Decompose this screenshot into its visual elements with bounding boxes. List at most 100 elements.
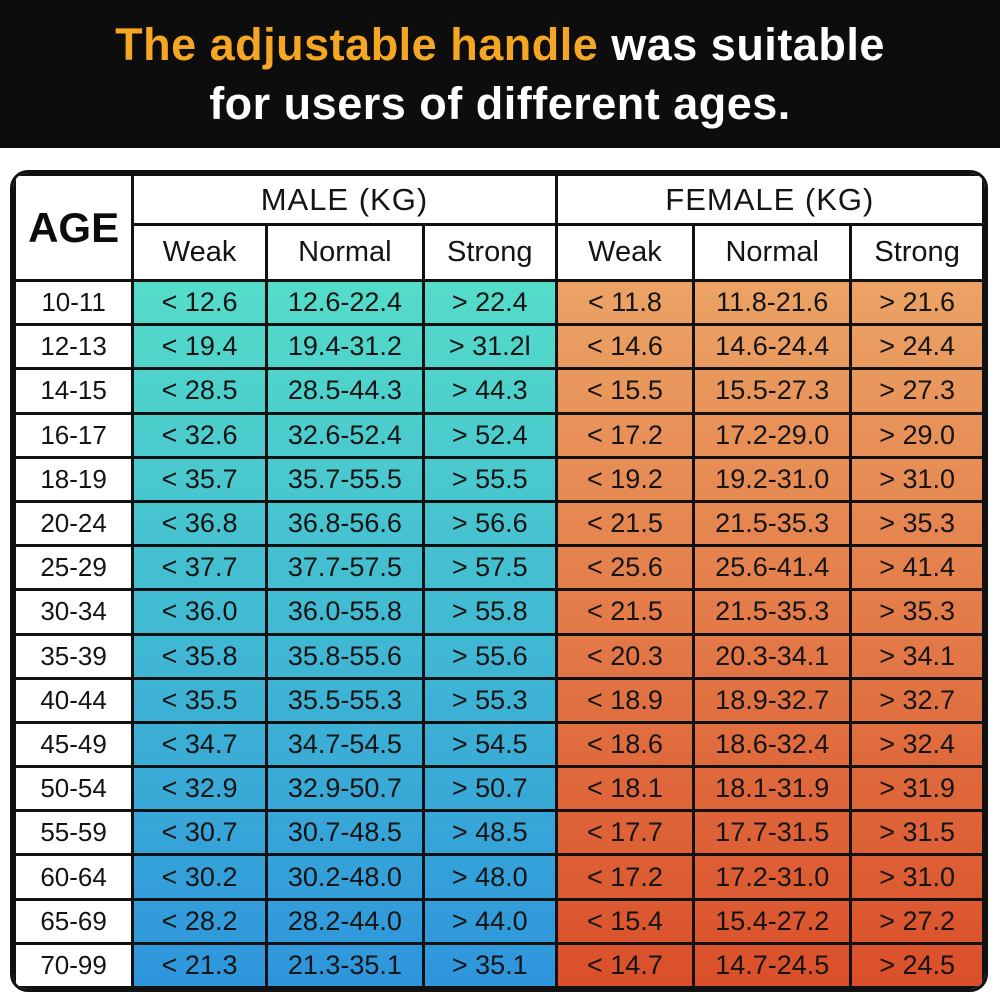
female-strong-cell: > 31.5 bbox=[849, 809, 985, 857]
male-weak-cell: < 35.5 bbox=[131, 676, 268, 724]
female-normal-cell: 21.5-35.3 bbox=[692, 499, 853, 548]
age-cell: 12-13 bbox=[13, 323, 135, 371]
male-normal-cell: 35.5-55.3 bbox=[264, 676, 425, 724]
age-cell: 14-15 bbox=[13, 367, 135, 415]
male-weak-cell: < 34.7 bbox=[131, 720, 268, 769]
male-strong-cell: > 55.5 bbox=[421, 455, 558, 503]
table-row: 14-15 < 28.5 28.5-44.3 > 44.3 < 15.5 15.… bbox=[13, 367, 985, 415]
male-normal-cell: 37.7-57.5 bbox=[264, 544, 425, 592]
female-strong-cell: > 34.1 bbox=[849, 632, 985, 680]
table-row: 12-13 < 19.4 19.4-31.2 > 31.2l < 14.6 14… bbox=[13, 323, 985, 371]
male-strong-cell: > 48.5 bbox=[421, 809, 558, 857]
age-cell: 30-34 bbox=[13, 588, 135, 636]
age-cell: 16-17 bbox=[13, 411, 135, 459]
female-weak-cell: < 14.6 bbox=[554, 323, 696, 371]
table-row: 55-59 < 30.7 30.7-48.5 > 48.5 < 17.7 17.… bbox=[13, 809, 985, 857]
female-normal-header: Normal bbox=[692, 223, 853, 282]
age-cell: 40-44 bbox=[13, 676, 135, 724]
male-strong-cell: > 55.3 bbox=[421, 676, 558, 724]
female-normal-cell: 18.1-31.9 bbox=[692, 765, 853, 813]
female-strong-cell: > 29.0 bbox=[849, 411, 985, 459]
male-strong-cell: > 57.5 bbox=[421, 544, 558, 592]
male-weak-cell: < 32.6 bbox=[131, 411, 268, 459]
age-column-header: AGE bbox=[13, 173, 135, 282]
table-row: 70-99 < 21.3 21.3-35.1 > 35.1 < 14.7 14.… bbox=[13, 941, 985, 989]
female-strong-cell: > 35.3 bbox=[849, 499, 985, 548]
male-weak-cell: < 12.6 bbox=[131, 278, 268, 327]
male-normal-cell: 35.7-55.5 bbox=[264, 455, 425, 503]
female-normal-cell: 17.2-31.0 bbox=[692, 853, 853, 901]
female-strong-cell: > 24.4 bbox=[849, 323, 985, 371]
female-normal-cell: 17.7-31.5 bbox=[692, 809, 853, 857]
group-header-row: AGE MALE (KG) FEMALE (KG) bbox=[13, 173, 985, 282]
female-normal-cell: 20.3-34.1 bbox=[692, 632, 853, 680]
female-weak-cell: < 18.6 bbox=[554, 720, 696, 769]
female-strong-cell: > 27.2 bbox=[849, 897, 985, 945]
female-normal-cell: 21.5-35.3 bbox=[692, 588, 853, 636]
title-banner: The adjustable handle was suitable for u… bbox=[0, 0, 1000, 148]
male-normal-cell: 12.6-22.4 bbox=[264, 278, 425, 327]
male-strong-cell: > 54.5 bbox=[421, 720, 558, 769]
table-row: 50-54 < 32.9 32.9-50.7 > 50.7 < 18.1 18.… bbox=[13, 765, 985, 813]
female-normal-cell: 25.6-41.4 bbox=[692, 544, 853, 592]
table-body: 10-11 < 12.6 12.6-22.4 > 22.4 < 11.8 11.… bbox=[13, 278, 985, 989]
age-cell: 55-59 bbox=[13, 809, 135, 857]
table-row: 25-29 < 37.7 37.7-57.5 > 57.5 < 25.6 25.… bbox=[13, 544, 985, 592]
male-weak-cell: < 30.7 bbox=[131, 809, 268, 857]
female-strong-cell: > 31.0 bbox=[849, 455, 985, 503]
male-strong-cell: > 22.4 bbox=[421, 278, 558, 327]
age-cell: 25-29 bbox=[13, 544, 135, 592]
male-strong-cell: > 55.6 bbox=[421, 632, 558, 680]
table-row: 30-34 < 36.0 36.0-55.8 > 55.8 < 21.5 21.… bbox=[13, 588, 985, 636]
sub-header-row: Weak Normal Strong Weak Normal Strong bbox=[15, 223, 985, 282]
male-strong-cell: > 31.2l bbox=[421, 323, 558, 371]
female-strong-cell: > 31.9 bbox=[849, 765, 985, 813]
male-weak-cell: < 36.8 bbox=[131, 499, 268, 548]
title-highlight: The adjustable handle bbox=[115, 18, 599, 70]
female-strong-cell: > 41.4 bbox=[849, 544, 985, 592]
male-normal-cell: 36.8-56.6 bbox=[264, 499, 425, 548]
male-weak-cell: < 37.7 bbox=[131, 544, 268, 592]
female-weak-cell: < 18.1 bbox=[554, 765, 696, 813]
male-strong-cell: > 44.3 bbox=[421, 367, 558, 415]
male-normal-cell: 28.5-44.3 bbox=[264, 367, 425, 415]
male-strong-cell: > 50.7 bbox=[421, 765, 558, 813]
male-weak-cell: < 28.5 bbox=[131, 367, 268, 415]
female-normal-cell: 14.7-24.5 bbox=[692, 941, 853, 989]
female-weak-cell: < 17.2 bbox=[554, 853, 696, 901]
age-cell: 35-39 bbox=[13, 632, 135, 680]
female-weak-cell: < 18.9 bbox=[554, 676, 696, 724]
male-strong-cell: > 35.1 bbox=[421, 941, 558, 989]
male-strong-cell: > 55.8 bbox=[421, 588, 558, 636]
male-weak-cell: < 28.2 bbox=[131, 897, 268, 945]
age-cell: 70-99 bbox=[13, 941, 135, 989]
female-weak-cell: < 15.5 bbox=[554, 367, 696, 415]
male-weak-cell: < 35.8 bbox=[131, 632, 268, 680]
female-strong-cell: > 24.5 bbox=[849, 941, 985, 989]
female-normal-cell: 15.5-27.3 bbox=[692, 367, 853, 415]
table-row: 60-64 < 30.2 30.2-48.0 > 48.0 < 17.2 17.… bbox=[13, 853, 985, 901]
male-normal-cell: 34.7-54.5 bbox=[264, 720, 425, 769]
female-weak-cell: < 21.5 bbox=[554, 588, 696, 636]
female-strong-cell: > 32.7 bbox=[849, 676, 985, 724]
female-strong-cell: > 32.4 bbox=[849, 720, 985, 769]
male-normal-cell: 19.4-31.2 bbox=[264, 323, 425, 371]
female-strong-cell: > 27.3 bbox=[849, 367, 985, 415]
table-row: 35-39 < 35.8 35.8-55.6 > 55.6 < 20.3 20.… bbox=[13, 632, 985, 680]
title-rest: was suitable bbox=[598, 18, 885, 70]
male-normal-header: Normal bbox=[264, 223, 425, 282]
age-cell: 20-24 bbox=[13, 499, 135, 548]
male-strong-cell: > 48.0 bbox=[421, 853, 558, 901]
table-row: 16-17 < 32.6 32.6-52.4 > 52.4 < 17.2 17.… bbox=[13, 411, 985, 459]
title-line1: The adjustable handle was suitable bbox=[115, 15, 885, 74]
male-weak-cell: < 36.0 bbox=[131, 588, 268, 636]
male-normal-cell: 32.9-50.7 bbox=[264, 765, 425, 813]
male-strong-cell: > 56.6 bbox=[421, 499, 558, 548]
table-row: 10-11 < 12.6 12.6-22.4 > 22.4 < 11.8 11.… bbox=[13, 278, 985, 327]
age-cell: 18-19 bbox=[13, 455, 135, 503]
table-row: 45-49 < 34.7 34.7-54.5 > 54.5 < 18.6 18.… bbox=[13, 720, 985, 769]
age-cell: 45-49 bbox=[13, 720, 135, 769]
female-strong-cell: > 35.3 bbox=[849, 588, 985, 636]
strength-table: AGE MALE (KG) FEMALE (KG) Weak Normal St… bbox=[10, 170, 988, 992]
male-group-header: MALE (KG) bbox=[131, 173, 558, 226]
